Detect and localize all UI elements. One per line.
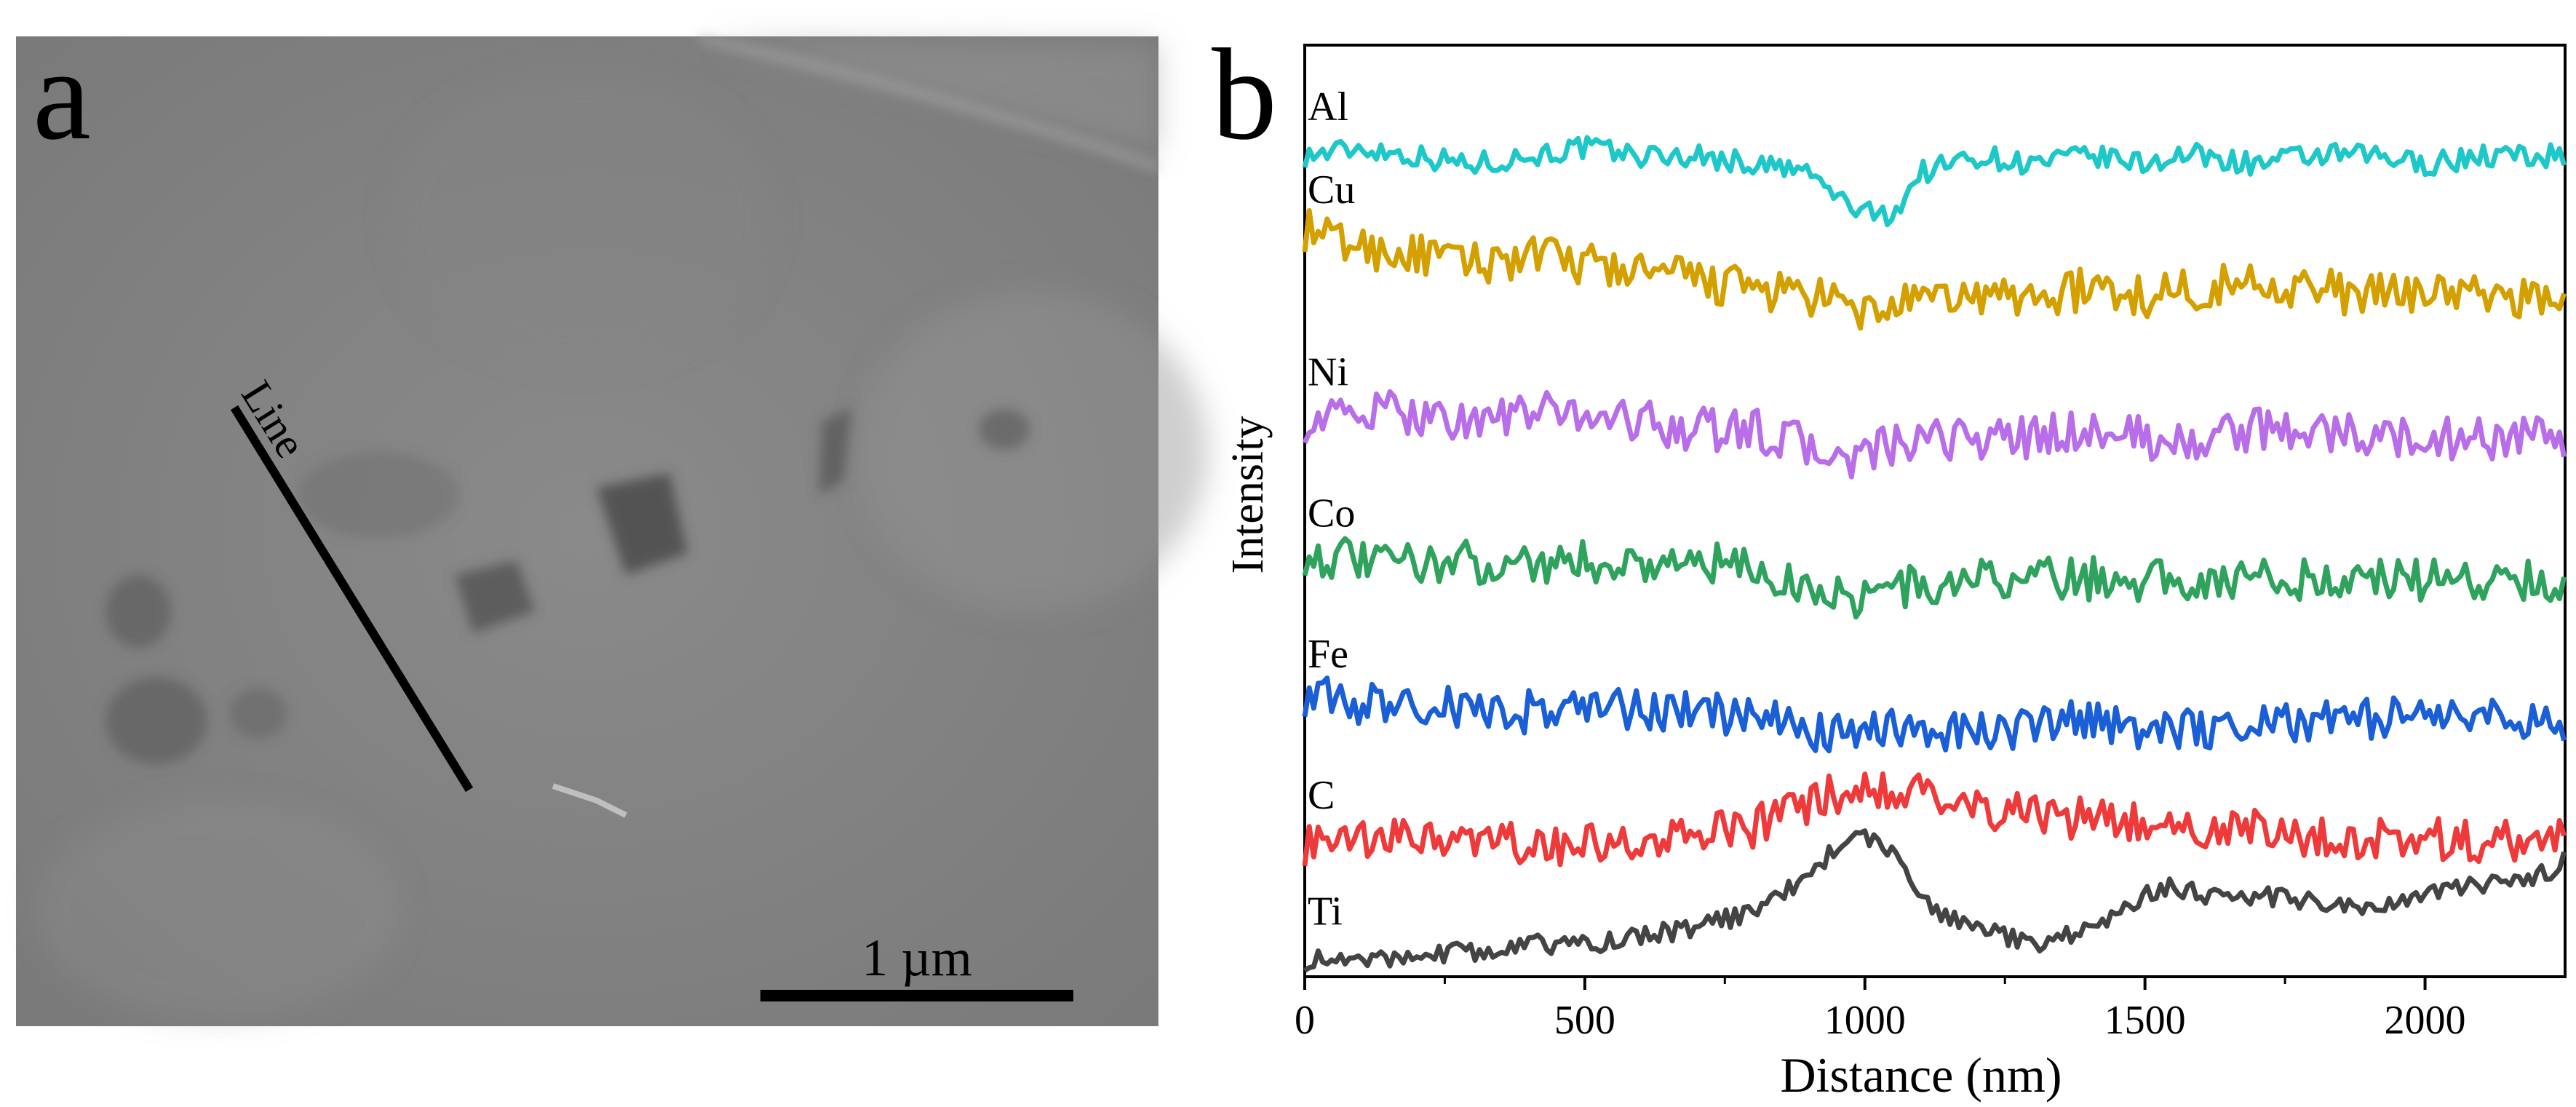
x-tick-label: 1500: [2104, 998, 2186, 1043]
scale-bar-label: 1 µm: [862, 929, 972, 987]
line-scan-path: [230, 405, 474, 793]
plot-frame: [1303, 44, 2567, 978]
x-tick-label: 0: [1295, 998, 1315, 1043]
x-axis-label: Distance (nm): [1780, 1047, 2062, 1103]
panel-b-letter: b: [1212, 22, 1277, 167]
series-label-c: C: [1308, 773, 1335, 818]
series-line-fe: [1302, 675, 2567, 754]
sem-bright-feature: [552, 783, 627, 818]
series-label-cu: Cu: [1308, 167, 1355, 213]
x-tick-label: 500: [1554, 998, 1615, 1043]
x-axis-ticks: 0 500 1000 1500 2000: [1295, 977, 2466, 1043]
series-label-ti: Ti: [1308, 889, 1343, 935]
series-line-co: [1302, 536, 2567, 620]
series-label-al: Al: [1308, 84, 1348, 130]
series-line-c: [1302, 771, 2567, 868]
series-label-fe: Fe: [1308, 632, 1348, 677]
x-tick-label: 1000: [1824, 998, 1906, 1043]
y-axis-label: Intensity: [1223, 416, 1273, 574]
panel-a-letter: a: [33, 22, 91, 167]
series-line-ni: [1302, 389, 2567, 480]
x-tick-label: 2000: [2385, 998, 2466, 1043]
sem-scratch: [697, 34, 1160, 171]
series-labels: Al Cu Ni Co Fe C Ti: [1308, 84, 1355, 935]
series-line-al: [1302, 135, 2567, 228]
sem-image-panel: a Line 1 µm: [16, 22, 1208, 1026]
series-line-ti: [1303, 828, 2567, 973]
eds-line-scan-chart: b Al Cu Ni Co Fe C Ti 0 500 1000 1500 2000 Distanc…: [1212, 22, 2567, 1103]
series-traces: [1302, 135, 2567, 973]
sem-dark-particles: [106, 408, 1030, 764]
series-line-cu: [1302, 208, 2567, 331]
series-label-ni: Ni: [1308, 350, 1348, 395]
series-label-co: Co: [1308, 491, 1355, 536]
